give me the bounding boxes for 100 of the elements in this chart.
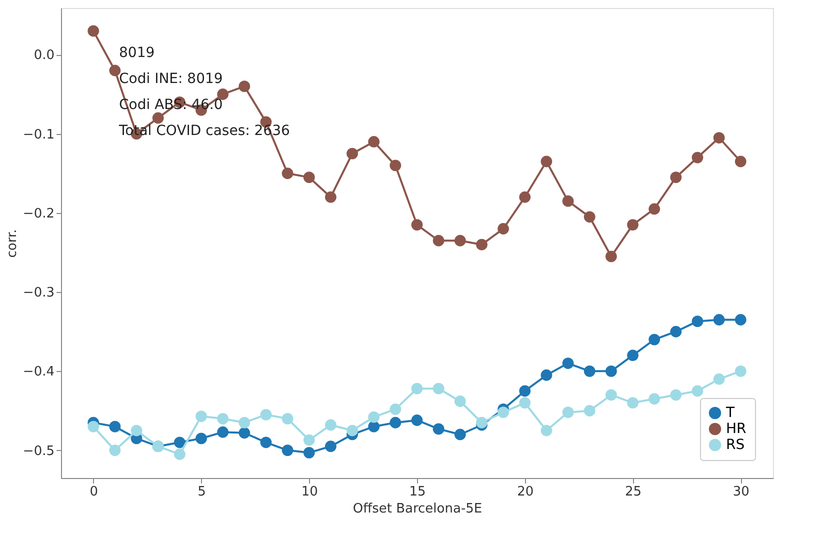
point <box>584 405 596 416</box>
point <box>692 385 704 397</box>
point <box>217 412 229 424</box>
point <box>670 326 682 338</box>
y-tick-label: −0.5 <box>22 444 54 459</box>
point <box>411 414 423 426</box>
point <box>109 420 121 432</box>
x-axis-title: Offset Barcelona-5E <box>352 502 482 516</box>
point <box>519 385 531 397</box>
legend-label: T <box>725 405 735 421</box>
point <box>670 389 682 401</box>
legend-label: HR <box>726 421 747 437</box>
point <box>411 219 423 230</box>
point <box>130 424 142 436</box>
point <box>238 80 250 92</box>
point <box>648 203 660 215</box>
y-tick-label: −0.4 <box>22 364 54 380</box>
point <box>605 389 617 401</box>
point <box>627 397 638 409</box>
point <box>260 409 272 420</box>
point <box>174 436 186 448</box>
y-tick-label: −0.1 <box>22 127 54 142</box>
point <box>476 238 488 250</box>
point <box>454 396 466 407</box>
point <box>368 411 380 423</box>
x-tick-label: 15 <box>409 484 426 500</box>
point <box>346 148 358 160</box>
point <box>713 314 725 326</box>
point <box>217 88 229 100</box>
point <box>196 410 207 422</box>
point <box>734 156 746 168</box>
point <box>109 444 121 456</box>
point <box>303 446 315 458</box>
point <box>540 156 552 168</box>
point <box>432 234 444 246</box>
point <box>713 373 725 385</box>
point <box>174 448 186 460</box>
point <box>627 219 638 230</box>
point <box>692 152 704 164</box>
point <box>540 424 552 436</box>
point <box>88 25 100 37</box>
point <box>432 382 444 394</box>
point <box>498 223 510 234</box>
x-tick-label: 25 <box>624 484 642 500</box>
point <box>109 64 121 76</box>
legend-label: RS <box>726 437 745 453</box>
point <box>88 420 100 432</box>
x-tick-label: 30 <box>732 484 750 500</box>
point <box>519 191 531 203</box>
point <box>238 416 250 428</box>
point <box>282 444 294 456</box>
y-tick-label: −0.2 <box>22 206 54 222</box>
point <box>454 428 466 440</box>
point <box>303 172 315 184</box>
point <box>670 172 682 184</box>
point <box>303 434 315 446</box>
point <box>432 423 444 435</box>
point <box>282 412 294 424</box>
point <box>476 416 488 428</box>
point <box>605 365 617 377</box>
point <box>498 406 510 418</box>
point <box>368 136 380 148</box>
point <box>324 419 336 431</box>
point <box>390 416 402 428</box>
point <box>540 369 552 381</box>
point <box>605 250 617 262</box>
point <box>454 234 466 246</box>
x-tick-label: 0 <box>90 484 98 500</box>
point <box>734 365 746 377</box>
point <box>282 168 294 180</box>
point <box>411 382 423 394</box>
point <box>260 436 272 448</box>
point <box>519 397 531 409</box>
point <box>692 316 704 328</box>
point <box>390 160 402 172</box>
point <box>217 426 229 438</box>
point <box>627 350 638 362</box>
point <box>584 211 596 223</box>
x-tick-label: 20 <box>517 484 534 500</box>
point <box>562 406 574 418</box>
y-tick-label: −0.3 <box>22 286 54 301</box>
annotation: Codi INE: 8019 <box>119 71 223 87</box>
point <box>368 420 380 432</box>
y-axis-title: corr. <box>4 229 20 258</box>
point <box>713 132 725 144</box>
point <box>238 427 250 439</box>
point <box>324 191 336 203</box>
point <box>648 393 660 405</box>
point <box>584 365 596 377</box>
point <box>648 334 660 346</box>
point <box>324 440 336 452</box>
x-tick-label: 10 <box>301 484 318 500</box>
point <box>562 358 574 369</box>
x-tick-label: 5 <box>198 484 206 500</box>
point <box>390 403 402 415</box>
point <box>734 314 746 326</box>
annotation: 8019 <box>119 45 155 61</box>
y-tick-label: 0.0 <box>34 48 54 64</box>
point <box>346 424 358 436</box>
point <box>152 112 164 124</box>
